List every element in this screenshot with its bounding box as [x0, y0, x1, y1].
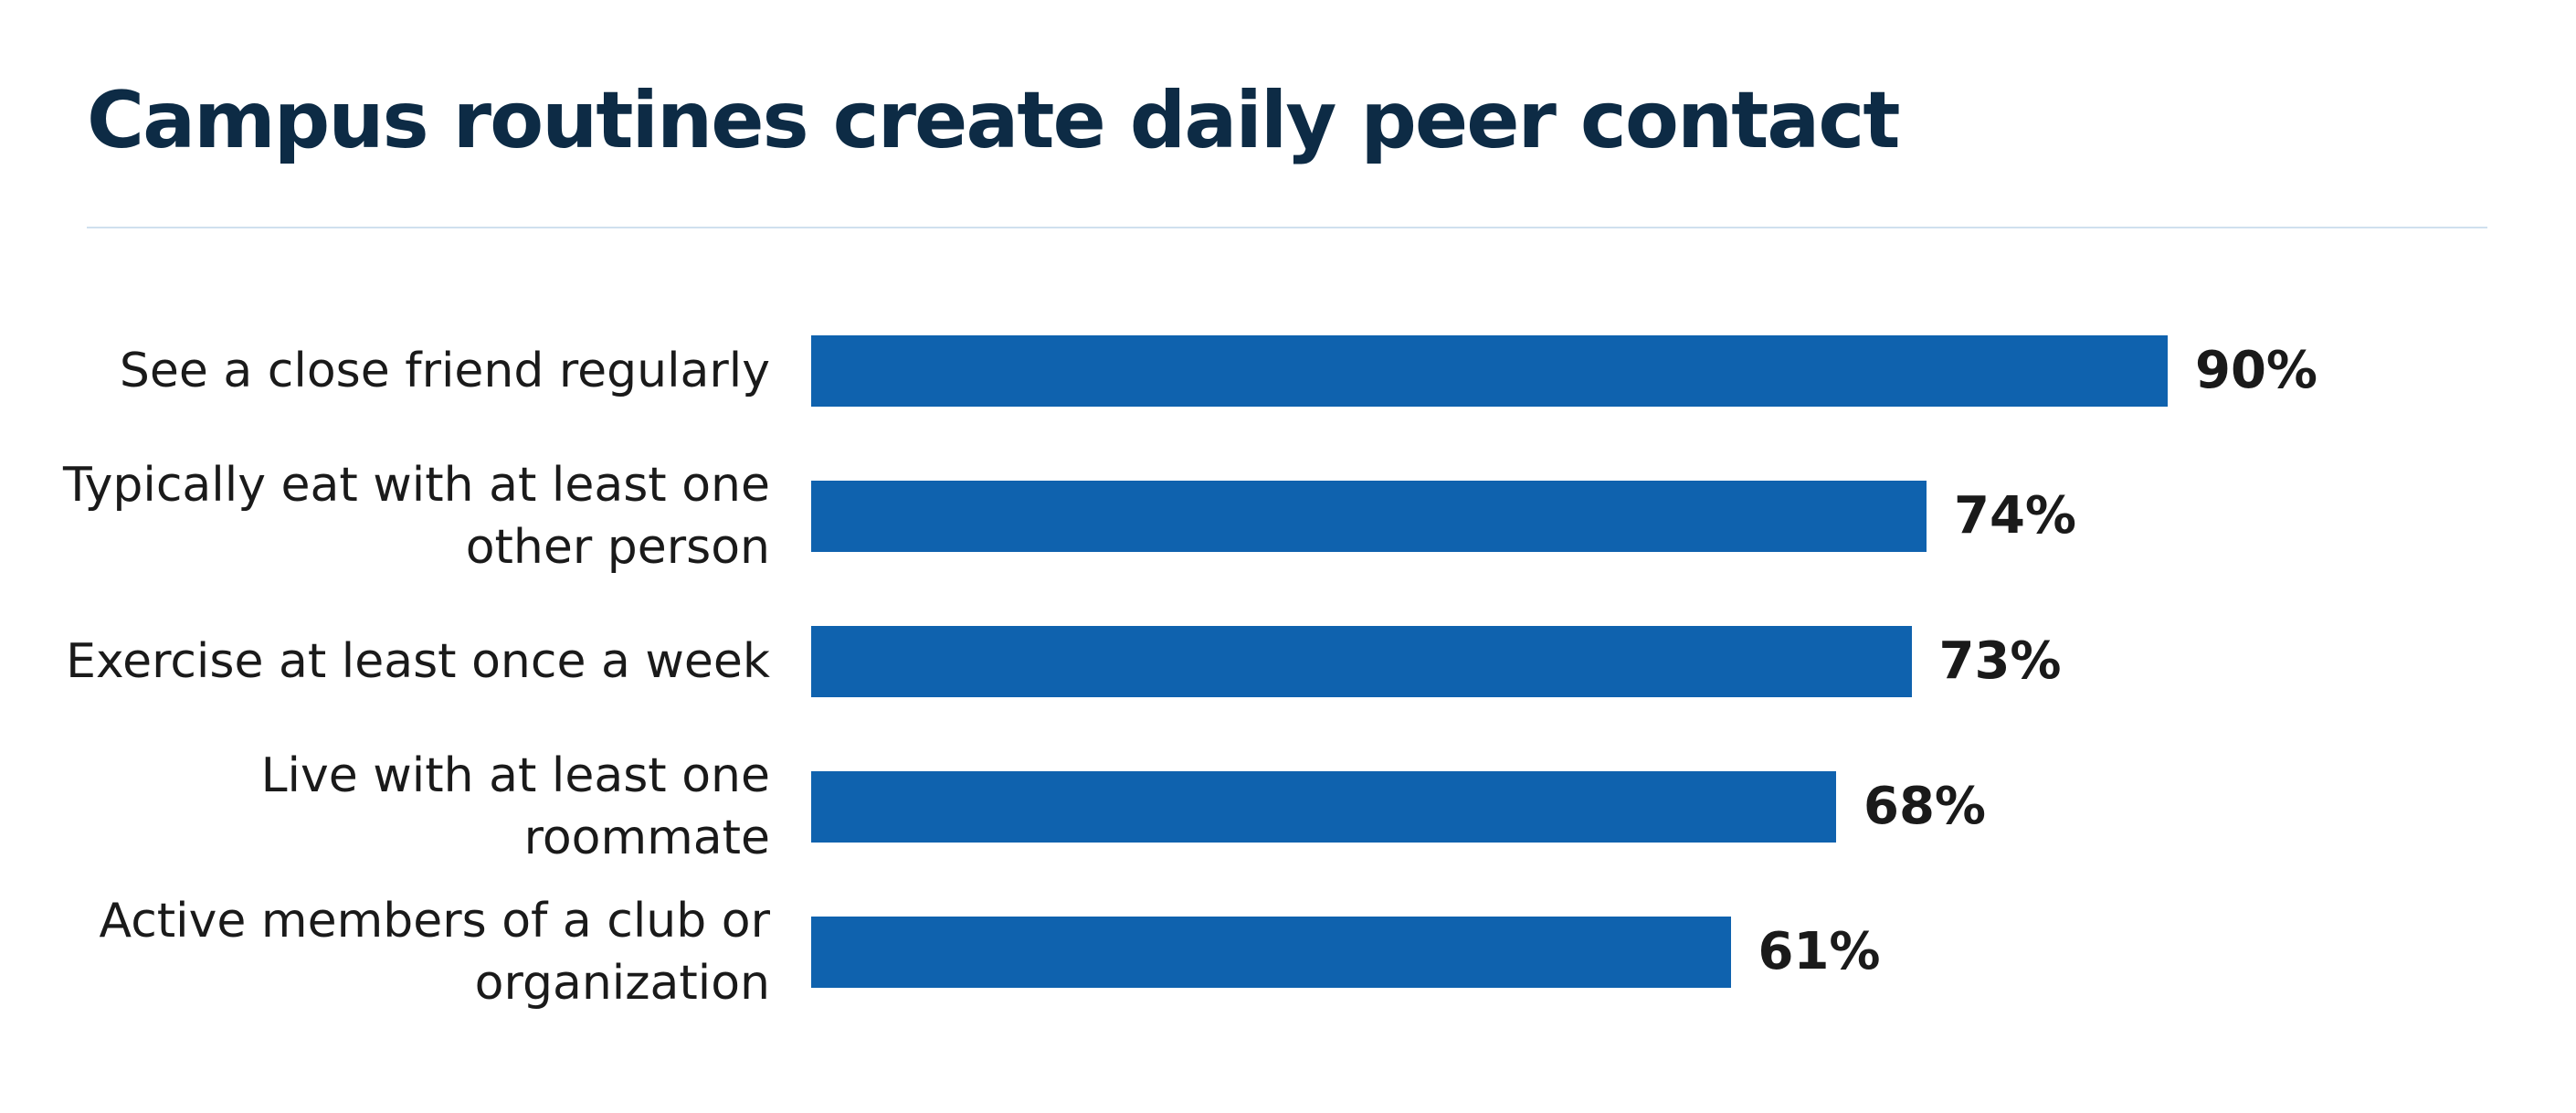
category-label: Exercise at least once a week — [66, 634, 770, 689]
category-label: Live with at least one roommate — [260, 748, 770, 865]
value-label: 73% — [1938, 631, 2062, 691]
bar — [811, 335, 2168, 407]
value-label: 90% — [2195, 341, 2318, 400]
category-label: Typically eat with at least one other pe… — [62, 458, 770, 575]
chart-title: Campus routines create daily peer contac… — [87, 75, 1900, 166]
category-label: See a close friend regularly — [119, 344, 770, 398]
divider — [87, 227, 2487, 228]
bar — [811, 481, 1927, 552]
value-label: 61% — [1758, 922, 1881, 981]
bar — [811, 626, 1912, 697]
bar — [811, 771, 1836, 843]
value-label: 74% — [1954, 486, 2077, 546]
category-label: Active members of a club or organization — [99, 894, 770, 1011]
bar — [811, 917, 1731, 988]
value-label: 68% — [1863, 777, 1987, 836]
